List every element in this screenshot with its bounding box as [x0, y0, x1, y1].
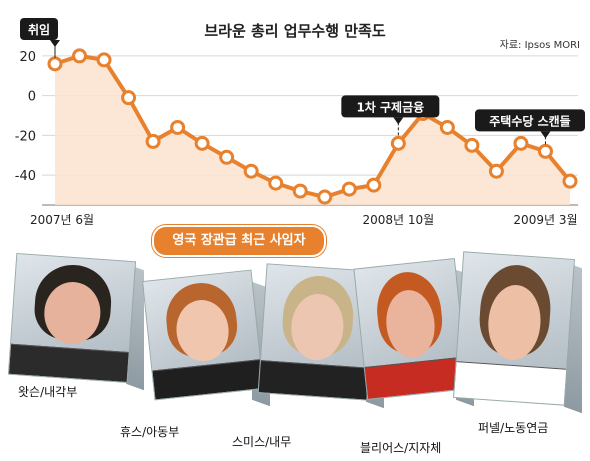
- callout: 1차 구제금융: [341, 95, 440, 138]
- data-point: [366, 177, 382, 193]
- portrait-clothing: [454, 361, 567, 405]
- x-axis-ticks: 2007년 6월 2008년 10월 2009년 3월: [30, 213, 578, 227]
- data-points: [47, 48, 578, 205]
- approval-line-chart: 브라운 총리 업무수행 만족도 자료: Ipsos MORI 20 0 -20 -40…: [15, 18, 585, 227]
- resignations-banner: 영국 장관급 최근 사임자: [152, 225, 326, 257]
- approval-line: [54, 53, 572, 200]
- callout: 주택수당 스캔들: [475, 109, 585, 146]
- data-point: [170, 119, 186, 135]
- portrait-clothing: [8, 344, 129, 382]
- data-point: [96, 52, 112, 68]
- portrait-clothing: [152, 358, 263, 400]
- callout-box: [341, 95, 440, 118]
- callout: 취임: [20, 18, 60, 58]
- data-point: [219, 149, 235, 165]
- minister-caption: 왓슨/내각부: [18, 385, 78, 399]
- portrait-clothing: [364, 356, 468, 399]
- chart-source: 자료: Ipsos MORI: [500, 39, 580, 51]
- area-shape: [55, 55, 570, 206]
- x-tick-label: 2008년 10월: [362, 213, 434, 227]
- callout-label: 취임: [28, 22, 50, 37]
- data-point: [317, 189, 333, 205]
- data-point: [268, 175, 284, 191]
- x-tick-label: 2009년 3월: [513, 213, 577, 227]
- y-tick-label: 0: [28, 90, 36, 105]
- minister-photo: [353, 258, 469, 400]
- data-point: [341, 181, 357, 197]
- callout-pointer: [393, 117, 404, 125]
- y-tick-label: 20: [19, 50, 36, 65]
- data-point: [194, 135, 210, 151]
- y-tick-label: -40: [15, 169, 36, 184]
- minister-caption: 블리어스/지자체: [360, 441, 442, 455]
- data-point: [537, 143, 553, 159]
- data-point: [488, 163, 504, 179]
- minister-caption: 스미스/내무: [232, 435, 292, 449]
- minister-caption: 퍼넬/노동연금: [478, 421, 549, 435]
- chart-title: 브라운 총리 업무수행 만족도: [204, 22, 385, 40]
- data-point: [145, 133, 161, 149]
- callout-pointer: [540, 131, 551, 139]
- minister-photo: [142, 269, 264, 401]
- data-point: [121, 90, 137, 106]
- data-point: [72, 48, 88, 64]
- data-point: [243, 163, 259, 179]
- data-point: [47, 56, 63, 72]
- minister-photo: [453, 251, 575, 406]
- y-axis-ticks: 20 0 -20 -40: [15, 50, 36, 184]
- data-point: [439, 119, 455, 135]
- approval-series: [54, 53, 572, 200]
- x-tick-label: 2007년 6월: [30, 213, 94, 227]
- portrait-clothing: [258, 360, 369, 400]
- data-point: [513, 135, 529, 151]
- data-point: [464, 137, 480, 153]
- callout-box: [20, 18, 58, 40]
- callout-label: 주택수당 스캔들: [489, 113, 570, 128]
- callout-label: 1차 구제금융: [356, 99, 424, 114]
- callout-box: [475, 109, 585, 132]
- data-point: [292, 183, 308, 199]
- data-point: [562, 173, 578, 189]
- y-tick-label: -20: [15, 129, 36, 144]
- callout-pointer: [50, 40, 60, 47]
- minister-caption: 휴스/아동부: [120, 425, 180, 439]
- minister-photo: [7, 252, 137, 384]
- area-fill: [55, 55, 570, 206]
- data-point: [390, 135, 406, 151]
